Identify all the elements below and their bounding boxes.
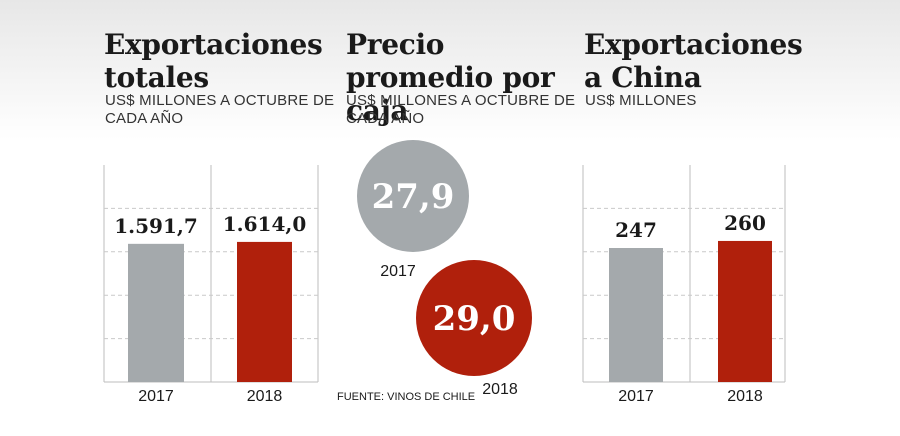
china-bar-2018 [718,240,772,382]
china-category-label-2017: 2017 [618,388,654,405]
price-value-label-2017: 27,9 [372,177,455,217]
source-note: FUENTE: VINOS DE CHILE [337,391,475,403]
price-value-label-2018: 29,0 [433,299,516,339]
panel-subtitle-price-per-box: US$ MILLONES A OCTUBRE DE CADA AÑO [346,92,576,127]
total-bar-2018 [237,241,292,382]
panel-title-price-per-box: Precio promedio por caja [346,28,555,127]
total-category-label-2018: 2018 [247,388,283,405]
panel-subtitle-china-exports: US$ MILLONES [585,92,697,109]
china-category-label-2018: 2018 [727,388,763,405]
china-bar-2017 [609,248,663,382]
total-bar-2017 [128,243,184,382]
price-year-label-2017: 2017 [380,263,416,280]
total-category-label-2017: 2017 [138,388,174,405]
china-value-label-2018: 260 [724,211,766,235]
price-bubble-2018 [416,260,532,376]
panel-title-total-exports: Exportaciones totales [104,28,323,94]
panel-title-china-exports: Exportaciones a China [584,28,803,94]
price-bubble-2017 [357,140,469,252]
price-year-label-2018: 2018 [482,381,518,398]
total-value-label-2018: 1.614,0 [223,212,307,236]
panel-subtitle-total-exports: US$ MILLONES A OCTUBRE DE CADA AÑO [105,92,335,127]
total-value-label-2017: 1.591,7 [114,214,198,238]
china-value-label-2017: 247 [615,218,657,242]
